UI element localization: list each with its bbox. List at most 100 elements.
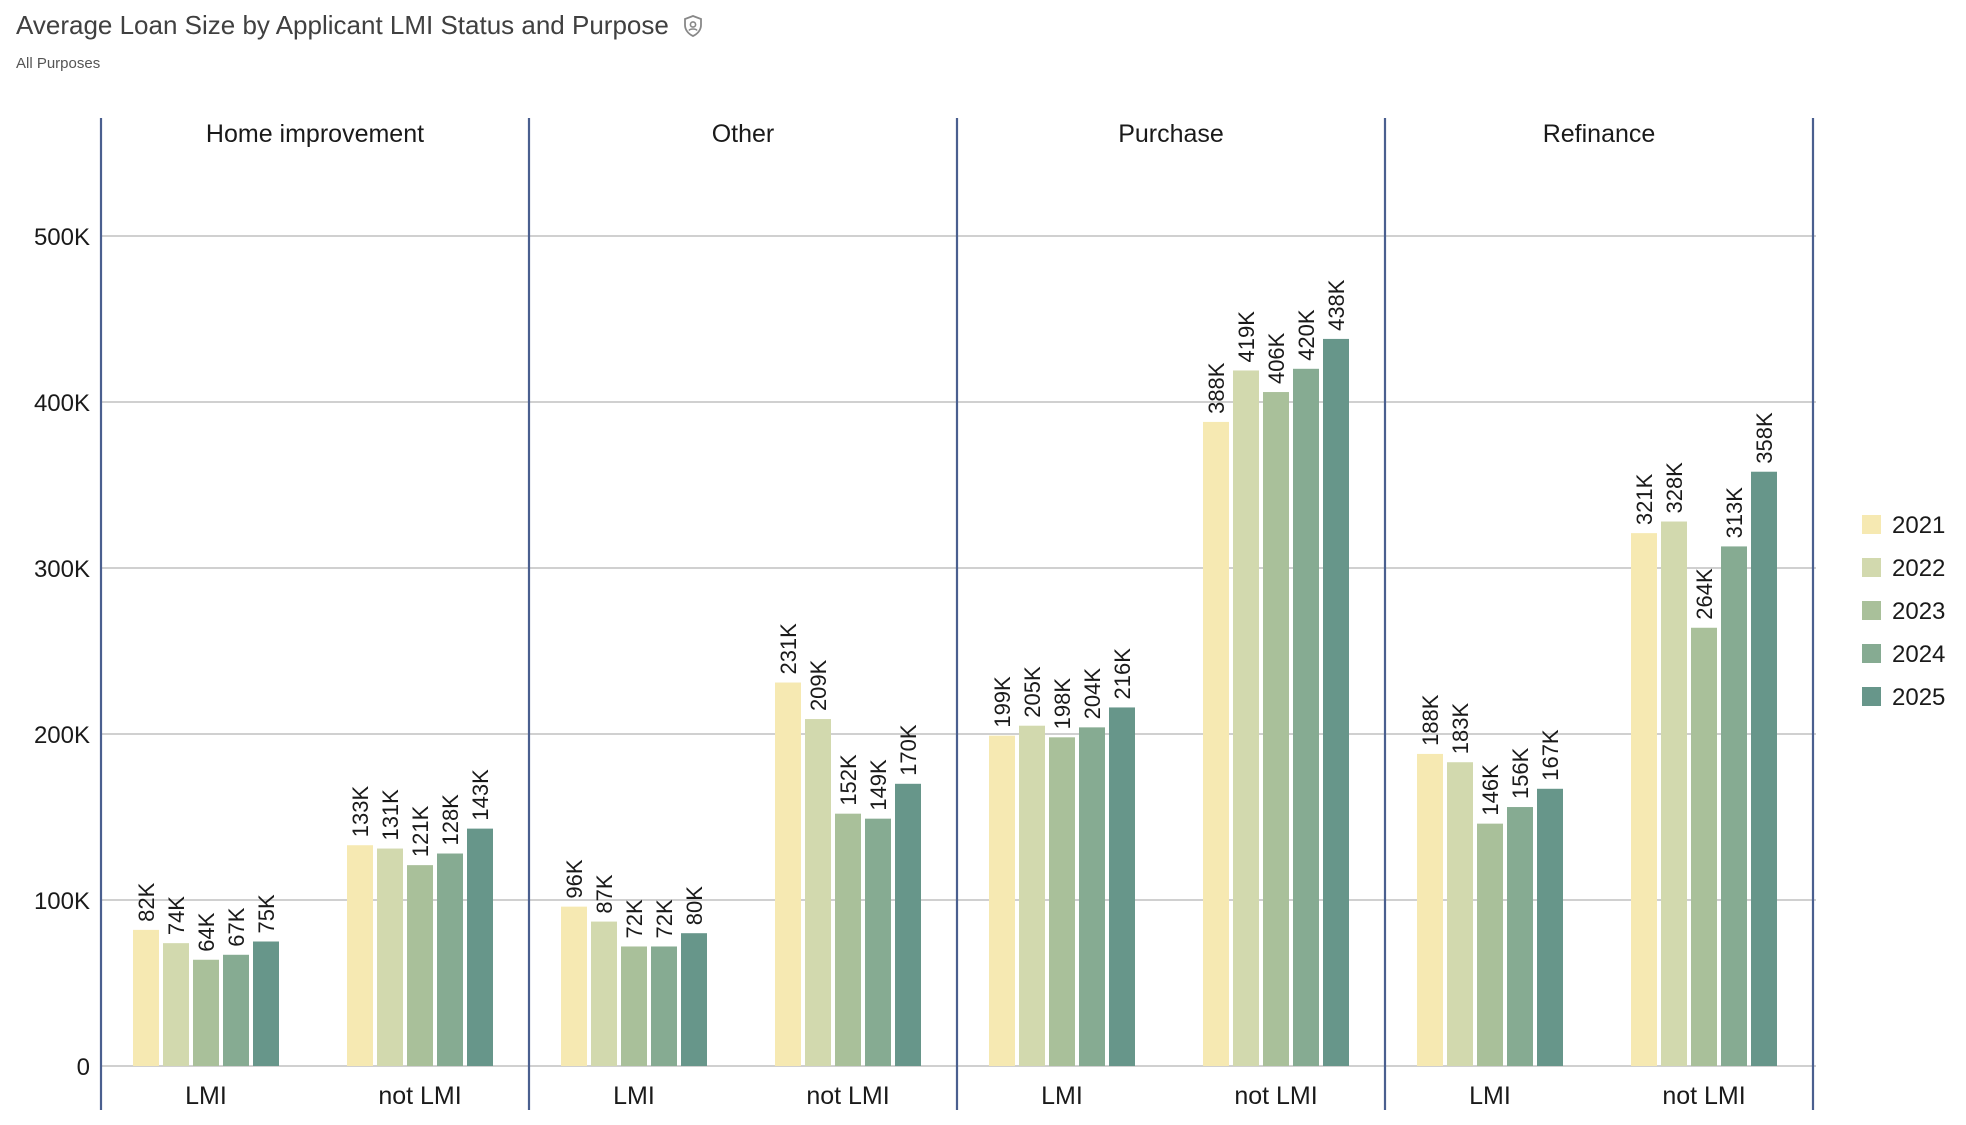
bar-value-label: 87K: [592, 874, 617, 913]
bar-value-label: 128K: [438, 794, 463, 846]
bar-value-label: 264K: [1692, 568, 1717, 620]
legend-swatch: [1862, 687, 1881, 706]
bar: [1233, 370, 1259, 1067]
bar: [621, 946, 647, 1066]
legend-label: 2025: [1892, 684, 1945, 711]
bar: [1721, 546, 1747, 1066]
legend-label: 2022: [1892, 555, 1945, 582]
bar-value-label: 72K: [622, 899, 647, 938]
bar-value-label: 121K: [408, 805, 433, 857]
bar: [775, 682, 801, 1066]
bar: [1293, 368, 1319, 1066]
bar-value-label: 75K: [254, 894, 279, 933]
bar-value-label: 152K: [836, 754, 861, 806]
bar: [805, 719, 831, 1066]
bar-value-label: 199K: [990, 676, 1015, 728]
bar: [1507, 807, 1533, 1066]
legend-label: 2024: [1892, 641, 1945, 668]
bar-value-label: 133K: [348, 786, 373, 838]
bar-value-label: 72K: [652, 899, 677, 938]
bar: [561, 906, 587, 1066]
y-tick-label: 0: [77, 1054, 90, 1081]
bar: [1751, 471, 1777, 1067]
y-tick-label: 100K: [34, 888, 90, 915]
category-label: not LMI: [378, 1082, 461, 1110]
title-row: Average Loan Size by Applicant LMI Statu…: [16, 10, 705, 41]
panel-title: Other: [712, 120, 775, 148]
legend-swatch: [1862, 515, 1881, 534]
bar: [407, 865, 433, 1066]
legend-swatch: [1862, 601, 1881, 620]
chart-header: Average Loan Size by Applicant LMI Statu…: [16, 10, 705, 72]
category-label: not LMI: [806, 1082, 889, 1110]
bar: [1447, 762, 1473, 1066]
bar-value-label: 204K: [1080, 668, 1105, 720]
category-label: LMI: [613, 1082, 655, 1110]
bar: [651, 946, 677, 1066]
bar: [1631, 533, 1657, 1066]
bar: [1537, 788, 1563, 1066]
bar: [467, 828, 493, 1066]
bar: [1417, 753, 1443, 1066]
bar: [1263, 392, 1289, 1066]
bar-value-label: 209K: [806, 659, 831, 711]
bar: [193, 959, 219, 1066]
bar-value-label: 156K: [1508, 747, 1533, 799]
panel-title: Purchase: [1118, 120, 1224, 148]
bar-value-label: 188K: [1418, 694, 1443, 746]
legend-swatch: [1862, 644, 1881, 663]
y-tick-label: 400K: [34, 390, 90, 417]
bar-value-label: 74K: [164, 896, 189, 935]
bar: [1203, 421, 1229, 1066]
shield-icon[interactable]: [681, 14, 705, 38]
bar-value-label: 149K: [866, 759, 891, 811]
bar: [133, 929, 159, 1066]
bar-value-label: 170K: [896, 724, 921, 776]
bar: [835, 813, 861, 1066]
bar-value-label: 231K: [776, 623, 801, 675]
bar-value-label: 131K: [378, 789, 403, 841]
category-label: LMI: [185, 1082, 227, 1110]
chart-subtitle: All Purposes: [16, 55, 101, 72]
bar: [591, 921, 617, 1066]
bar-value-label: 80K: [682, 886, 707, 925]
category-label: LMI: [1041, 1082, 1083, 1110]
bar: [681, 933, 707, 1066]
bar-value-label: 205K: [1020, 666, 1045, 718]
bar: [223, 954, 249, 1066]
category-label: not LMI: [1662, 1082, 1745, 1110]
category-label: LMI: [1469, 1082, 1511, 1110]
bar: [377, 848, 403, 1066]
bar-value-label: 143K: [468, 769, 493, 821]
bar-value-label: 419K: [1234, 311, 1259, 363]
bar-value-label: 406K: [1264, 332, 1289, 384]
legend-swatch: [1862, 558, 1881, 577]
bar: [163, 943, 189, 1066]
y-tick-label: 200K: [34, 722, 90, 749]
bar-value-label: 67K: [224, 907, 249, 946]
bar: [1079, 727, 1105, 1066]
bar: [253, 941, 279, 1066]
legend-label: 2021: [1892, 512, 1945, 539]
y-tick-label: 300K: [34, 556, 90, 583]
bar-value-label: 64K: [194, 912, 219, 951]
bar-value-label: 358K: [1752, 412, 1777, 464]
bar-value-label: 321K: [1632, 473, 1657, 525]
bar: [437, 853, 463, 1066]
bar-value-label: 388K: [1204, 362, 1229, 414]
legend-label: 2023: [1892, 598, 1945, 625]
bar: [1477, 823, 1503, 1066]
chart-title: Average Loan Size by Applicant LMI Statu…: [16, 10, 669, 40]
bar-value-label: 167K: [1538, 729, 1563, 781]
panel-title: Home improvement: [206, 120, 424, 148]
bar-value-label: 216K: [1110, 648, 1135, 700]
category-label: not LMI: [1234, 1082, 1317, 1110]
y-tick-label: 500K: [34, 224, 90, 251]
bar: [1109, 707, 1135, 1066]
bar: [1049, 737, 1075, 1066]
bar-value-label: 82K: [134, 882, 159, 921]
bar-value-label: 420K: [1294, 309, 1319, 361]
bar-value-label: 198K: [1050, 678, 1075, 730]
bar: [989, 735, 1015, 1066]
